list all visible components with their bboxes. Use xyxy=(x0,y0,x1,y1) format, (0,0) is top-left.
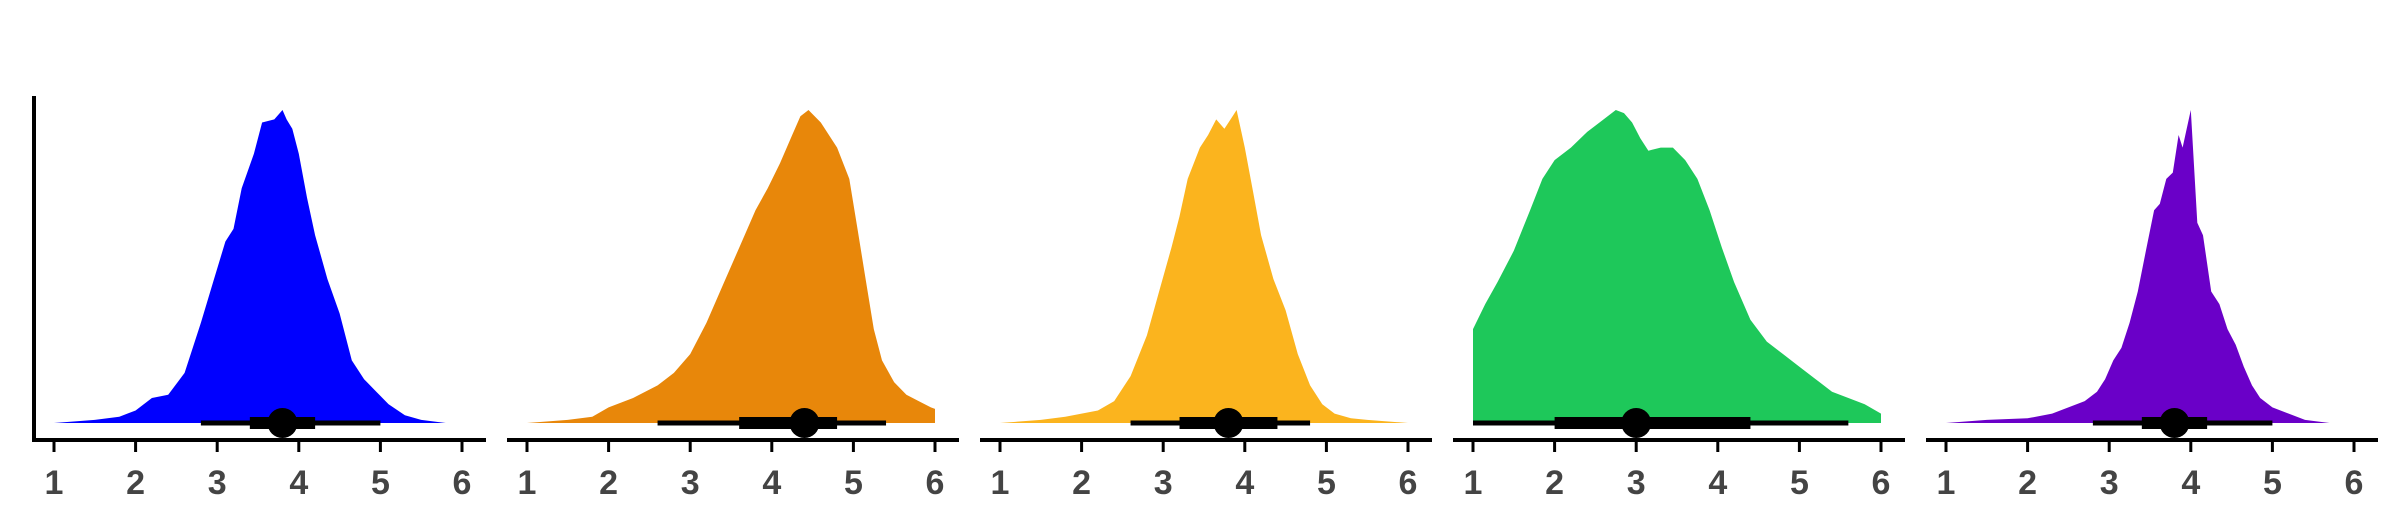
panel-4: 1 2 3 4 5 6 xyxy=(1453,110,1905,502)
x-tick-label-4-3: 3 xyxy=(1627,464,1646,502)
point-estimate-5 xyxy=(2159,408,2190,438)
x-tick-label-4-2: 2 xyxy=(1545,464,1564,502)
density-area-5 xyxy=(1946,110,2330,423)
x-tick-label-1-2: 2 xyxy=(126,464,145,502)
x-tick-label-5-5: 5 xyxy=(2263,464,2282,502)
x-tick-label-3-4: 4 xyxy=(1235,464,1254,502)
x-tick-label-5-3: 3 xyxy=(2100,464,2119,502)
panel-3: 1 2 3 4 5 6 xyxy=(980,110,1432,502)
density-area-2 xyxy=(527,110,935,423)
x-tick-label-4-6: 6 xyxy=(1872,464,1891,502)
panel-2: 1 2 3 4 5 6 xyxy=(507,110,959,502)
x-tick-label-1-4: 4 xyxy=(289,464,308,502)
point-estimate-2 xyxy=(789,408,820,438)
x-tick-label-1-1: 1 xyxy=(45,464,64,502)
x-tick-label-5-4: 4 xyxy=(2181,464,2200,502)
x-tick-label-3-5: 5 xyxy=(1317,464,1336,502)
x-tick-label-3-1: 1 xyxy=(991,464,1010,502)
x-tick-label-2-5: 5 xyxy=(844,464,863,502)
density-area-1 xyxy=(54,110,446,423)
x-tick-label-3-2: 2 xyxy=(1072,464,1091,502)
panel-5: 1 2 3 4 5 6 xyxy=(1926,110,2378,502)
x-tick-label-5-2: 2 xyxy=(2018,464,2037,502)
x-tick-label-3-6: 6 xyxy=(1399,464,1418,502)
panels-layer: 1 2 3 4 5 6 1 2 3 4 5 6 1 2 3 4 5 6 1 2 3 4 5 6 1 2 3 4 5 6 xyxy=(34,110,2378,502)
x-tick-label-2-3: 3 xyxy=(681,464,700,502)
x-tick-label-2-4: 4 xyxy=(762,464,781,502)
x-tick-label-2-6: 6 xyxy=(926,464,945,502)
x-tick-label-4-4: 4 xyxy=(1708,464,1727,502)
x-tick-label-1-5: 5 xyxy=(371,464,390,502)
panel-1: 1 2 3 4 5 6 xyxy=(34,110,486,502)
point-estimate-1 xyxy=(267,408,298,438)
x-tick-label-2-1: 1 xyxy=(518,464,537,502)
x-tick-label-5-6: 6 xyxy=(2345,464,2364,502)
density-area-4 xyxy=(1473,110,1881,423)
x-tick-label-5-1: 1 xyxy=(1937,464,1956,502)
x-tick-label-1-6: 6 xyxy=(453,464,472,502)
point-estimate-4 xyxy=(1621,408,1652,438)
x-tick-label-3-3: 3 xyxy=(1154,464,1173,502)
density-area-3 xyxy=(1000,110,1408,423)
x-tick-label-2-2: 2 xyxy=(599,464,618,502)
x-tick-label-4-5: 5 xyxy=(1790,464,1809,502)
point-estimate-3 xyxy=(1213,408,1244,438)
x-tick-label-1-3: 3 xyxy=(208,464,227,502)
x-tick-label-4-1: 1 xyxy=(1464,464,1483,502)
